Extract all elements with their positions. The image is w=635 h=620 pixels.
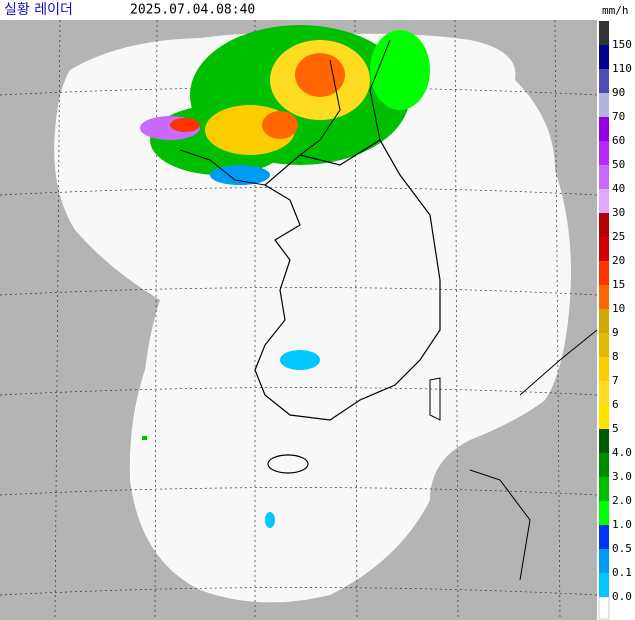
legend-swatch: [599, 381, 609, 405]
legend-swatch: [599, 93, 609, 117]
legend-swatch: [599, 141, 609, 165]
header-bar: [0, 0, 635, 20]
legend-swatch-none: [598, 596, 610, 620]
legend-label: 8: [612, 350, 619, 363]
legend-swatch: [599, 21, 609, 45]
rain-echo: [140, 25, 430, 528]
legend-label: 6: [612, 398, 619, 411]
legend-label: 2.0: [612, 494, 632, 507]
legend-label: 15: [612, 278, 625, 291]
legend-label: 150: [612, 38, 632, 51]
legend-label: 1.0: [612, 518, 632, 531]
legend-swatch: [599, 501, 609, 525]
legend-swatch: [599, 525, 609, 549]
legend-label: 3.0: [612, 470, 632, 483]
legend-swatch: [599, 429, 609, 453]
legend-label: 25: [612, 230, 625, 243]
legend-label: 90: [612, 86, 625, 99]
legend-swatch: [599, 333, 609, 357]
legend-label: 10: [612, 302, 625, 315]
legend-label: 0.1: [612, 566, 632, 579]
timestamp: 2025.07.04.08:40: [130, 3, 255, 18]
legend-swatch: [599, 357, 609, 381]
legend-label: 60: [612, 134, 625, 147]
grid: [0, 19, 598, 620]
legend-label: 7: [612, 374, 619, 387]
legend-label: 30: [612, 206, 625, 219]
legend-label: 5: [612, 422, 619, 435]
coastline: [254, 139, 441, 421]
legend-label: 0.5: [612, 542, 632, 555]
legend-label: 70: [612, 110, 625, 123]
legend-swatch: [599, 405, 609, 429]
legend-swatch: [599, 549, 609, 573]
legend-label: 0.0: [612, 590, 632, 603]
map: [0, 19, 598, 620]
legend-unit: mm/h: [602, 4, 629, 17]
legend-swatch: [599, 309, 609, 333]
legend-label: 20: [612, 254, 625, 267]
legend-swatch: [599, 69, 609, 93]
legend-swatch: [599, 285, 609, 309]
legend-swatch: [599, 45, 609, 69]
legend: 150 110 90 70 60 50 40 30 25 20 15 10 9 8 7 6 5 4.0 3.0 2.0…: [598, 21, 632, 620]
legend-label: 40: [612, 182, 625, 195]
legend-swatch: [599, 261, 609, 285]
legend-swatch: [599, 189, 609, 213]
legend-label: 4.0: [612, 446, 632, 459]
title: 실황 레이더: [4, 2, 73, 18]
legend-swatch: [599, 117, 609, 141]
coastline-north: [179, 39, 391, 186]
legend-swatch: [599, 165, 609, 189]
jeju: [267, 454, 309, 474]
legend-label: 9: [612, 326, 619, 339]
legend-swatch: [599, 453, 609, 477]
legend-swatch: [599, 477, 609, 501]
legend-swatch: [599, 213, 609, 237]
legend-swatch: [599, 237, 609, 261]
legend-swatch: [599, 573, 609, 597]
legend-label: 50: [612, 158, 625, 171]
legend-label: 110: [612, 62, 632, 75]
coastline-japan: [429, 329, 598, 581]
radar-coverage: [54, 33, 571, 603]
